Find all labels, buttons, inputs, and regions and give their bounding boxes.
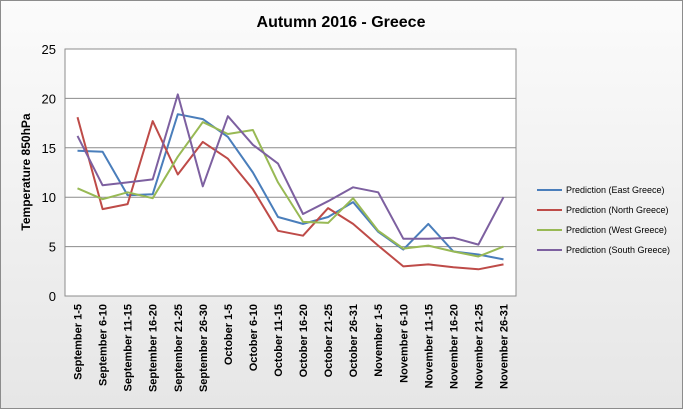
y-axis-tick-labels: 0 5 10 15 20 25 [42, 42, 56, 304]
legend-label: Prediction (North Greece) [566, 205, 669, 215]
x-tick-label: October 16-20 [298, 304, 310, 377]
x-tick-label: September 1-5 [73, 304, 85, 380]
y-axis-label: Temperature 850hPa [19, 113, 33, 230]
x-tick-label: September 6-10 [98, 304, 110, 386]
x-tick-label: November 16-20 [448, 304, 460, 389]
y-tick-label: 0 [49, 289, 56, 304]
legend-label: Prediction (West Greece) [566, 225, 667, 235]
plot-area [64, 48, 517, 297]
legend-label: Prediction (East Greece) [566, 185, 665, 195]
x-tick-label: October 21-25 [323, 304, 335, 377]
series-line [77, 121, 504, 258]
series-line [76, 116, 504, 271]
x-tick-label: October 11-15 [273, 304, 285, 377]
series-line [76, 93, 505, 246]
gridlines [65, 97, 516, 248]
x-tick-label: September 16-20 [148, 304, 160, 392]
legend-label: Prediction (South Greece) [566, 245, 670, 255]
x-tick-label: October 1-5 [223, 304, 235, 365]
y-tick-label: 20 [42, 91, 56, 106]
x-tick-label: September 26-30 [198, 304, 210, 392]
x-tick-label: November 6-10 [398, 304, 410, 383]
x-tick-label: September 21-25 [173, 304, 185, 392]
y-tick-label: 15 [42, 141, 56, 156]
x-tick-label: September 11-15 [123, 304, 135, 391]
x-tick-label: November 26-31 [498, 304, 510, 389]
x-tick-label: November 21-25 [473, 304, 485, 389]
x-tick-label: October 6-10 [248, 304, 260, 371]
x-tick-label: November 1-5 [373, 304, 385, 377]
y-tick-label: 25 [42, 42, 56, 57]
legend: Prediction (East Greece) Prediction (Nort… [537, 185, 670, 255]
series-lines [76, 93, 505, 271]
y-tick-label: 5 [49, 240, 56, 255]
series-line [77, 113, 504, 261]
x-tick-label: October 26-31 [348, 304, 360, 377]
x-axis-tick-labels: September 1-5 September 6-10 September 11-… [73, 304, 511, 392]
y-tick-label: 10 [42, 190, 56, 205]
x-tick-label: November 11-15 [423, 304, 435, 388]
chart-title: Autumn 2016 - Greece [257, 14, 426, 31]
